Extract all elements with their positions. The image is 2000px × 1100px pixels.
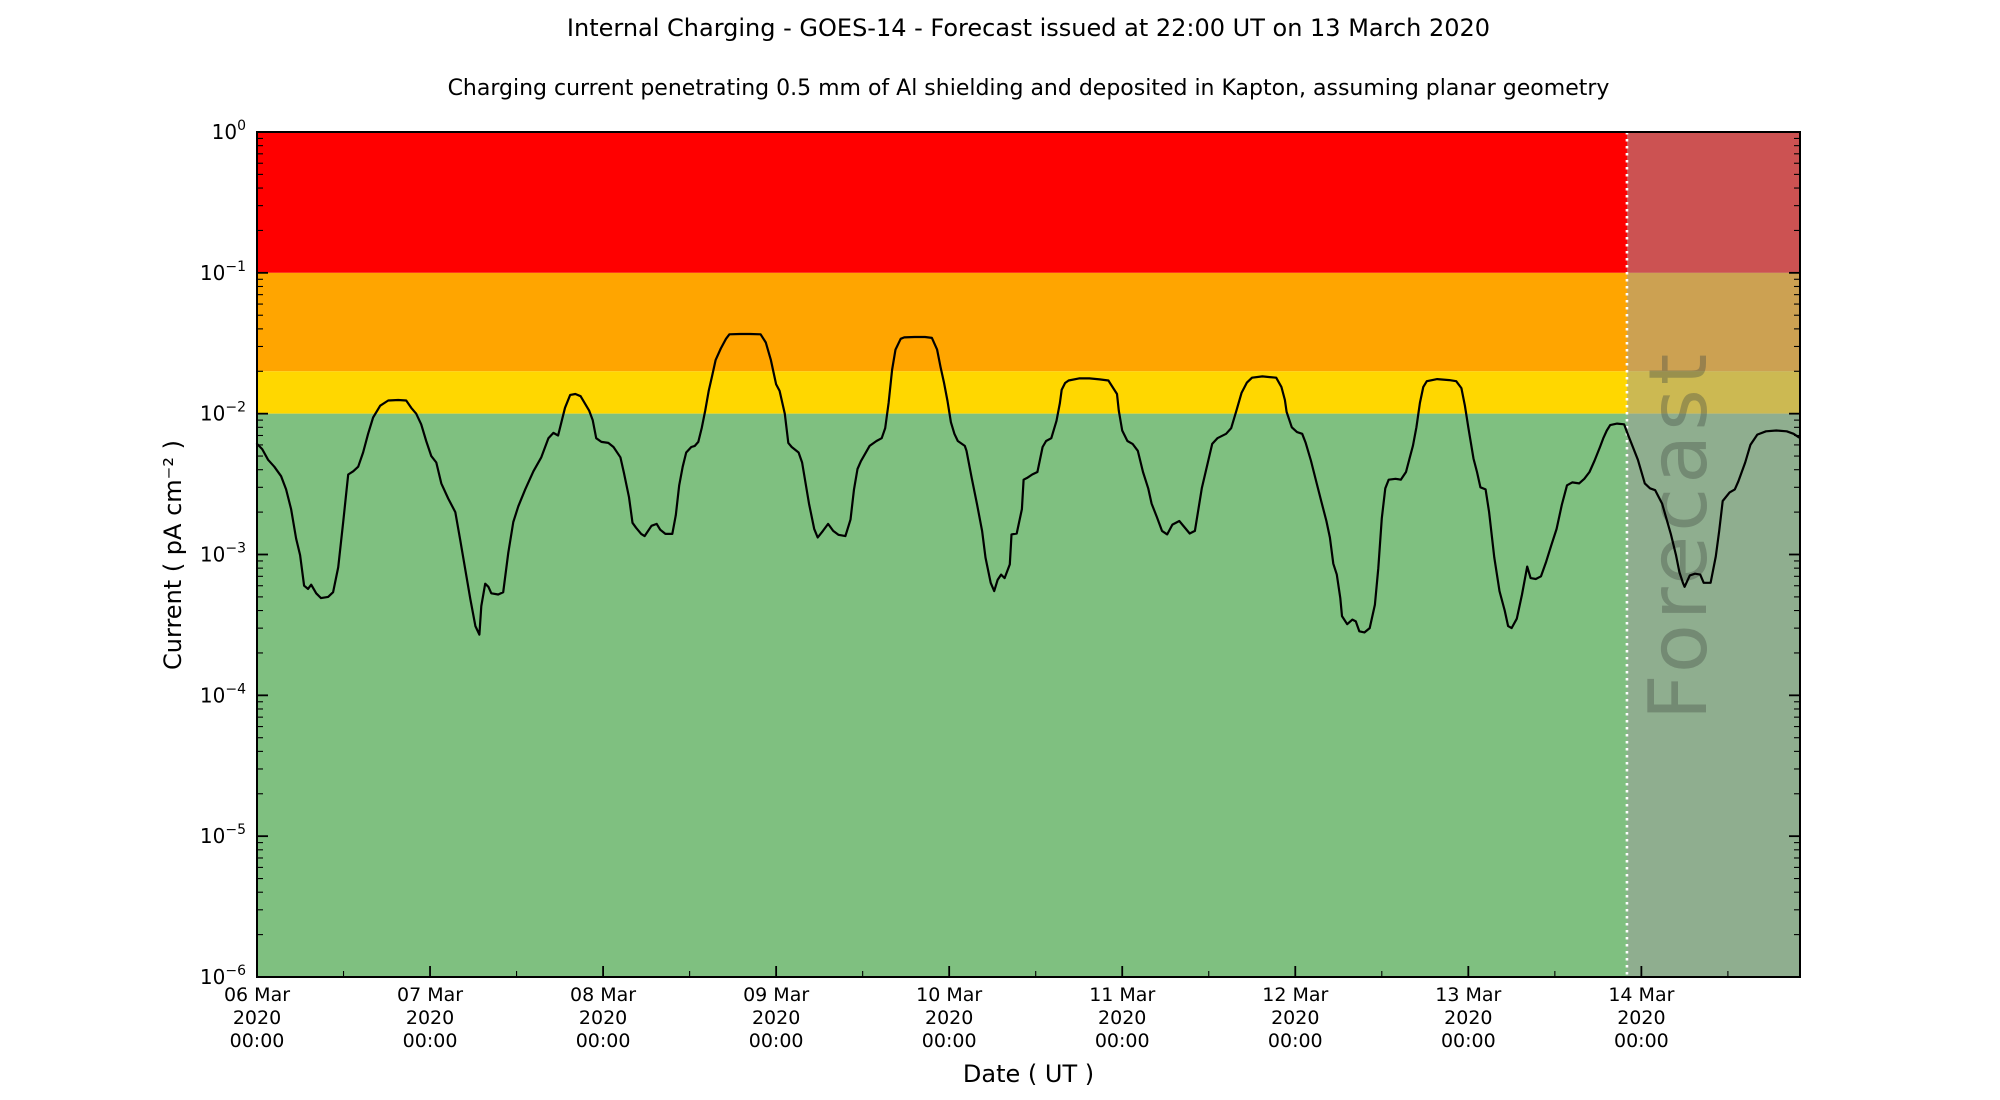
risk-band-red [257,132,1800,273]
x-tick-label: 06 Mar 2020 00:00 [224,984,290,1052]
y-tick-label: 10−1 [200,259,246,285]
x-tick-label: 09 Mar 2020 00:00 [743,984,809,1052]
y-tick-label: 100 [212,118,246,144]
x-tick-label: 14 Mar 2020 00:00 [1608,984,1674,1052]
y-tick-label: 10−6 [200,963,246,989]
forecast-overlay [1626,132,1800,977]
risk-band-yellow [257,371,1800,414]
chart-subtitle: Charging current penetrating 0.5 mm of A… [447,76,1610,101]
x-tick-label: 07 Mar 2020 00:00 [397,984,463,1052]
y-axis-label: Current ( pA cm⁻² ) [159,440,187,670]
risk-band-orange [257,272,1800,372]
y-tick-label: 10−3 [200,541,246,567]
y-tick-label: 10−5 [200,822,246,848]
x-tick-label: 11 Mar 2020 00:00 [1089,984,1155,1052]
x-axis-label: Date ( UT ) [962,1060,1095,1088]
x-tick-label: 08 Mar 2020 00:00 [570,984,636,1052]
series-current-line [255,332,1800,636]
chart-title: Internal Charging - GOES-14 - Forecast i… [566,14,1491,42]
y-tick-label: 10−4 [200,681,246,707]
x-tick-label: 13 Mar 2020 00:00 [1435,984,1501,1052]
risk-band-green [257,413,1800,978]
y-tick-label: 10−2 [200,400,246,426]
x-tick-label: 10 Mar 2020 00:00 [916,984,982,1052]
forecast-watermark: Forecast [1632,350,1725,721]
x-tick-label: 12 Mar 2020 00:00 [1262,984,1328,1052]
